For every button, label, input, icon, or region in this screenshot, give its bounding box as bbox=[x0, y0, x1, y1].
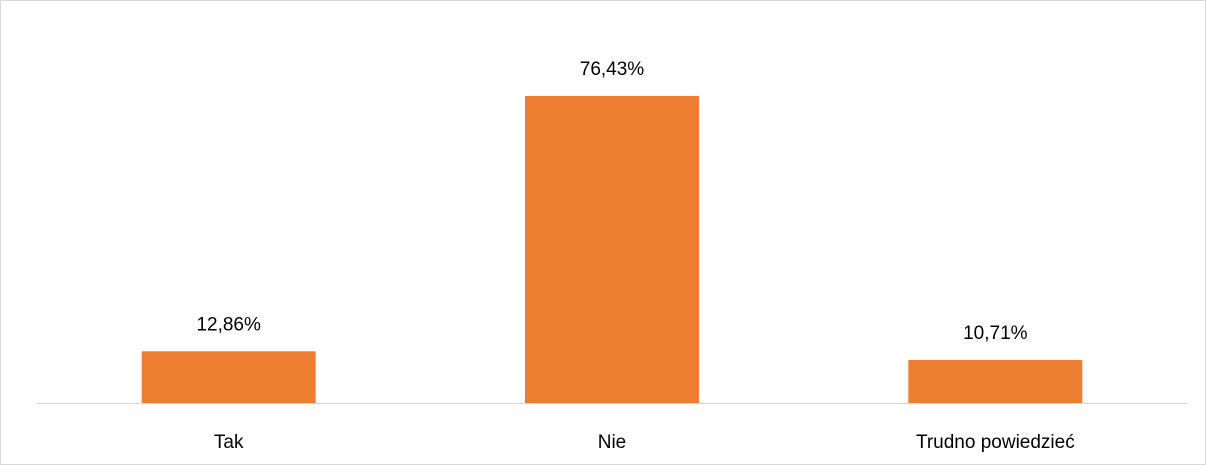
x-tick-label: Nie bbox=[598, 432, 627, 453]
value-label: 12,86% bbox=[196, 314, 261, 335]
bar bbox=[908, 359, 1083, 403]
value-label: 10,71% bbox=[963, 323, 1028, 344]
value-label: 76,43% bbox=[580, 59, 645, 80]
bar bbox=[525, 96, 699, 403]
bar bbox=[141, 351, 316, 403]
x-tick-label: Trudno powiedzieć bbox=[916, 432, 1075, 453]
x-tick-label: Tak bbox=[214, 432, 244, 453]
